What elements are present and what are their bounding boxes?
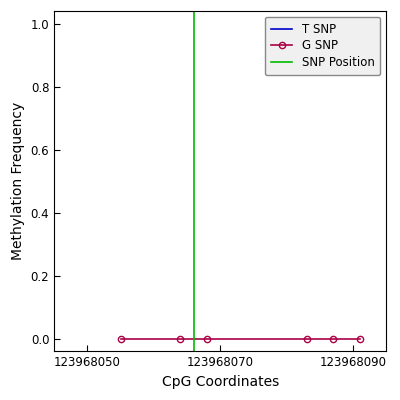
G SNP xyxy=(304,336,309,341)
Y-axis label: Methylation Frequency: Methylation Frequency xyxy=(11,102,25,260)
X-axis label: CpG Coordinates: CpG Coordinates xyxy=(162,375,279,389)
G SNP xyxy=(118,336,123,341)
Legend: T SNP, G SNP, SNP Position: T SNP, G SNP, SNP Position xyxy=(265,17,380,75)
G SNP xyxy=(204,336,209,341)
G SNP xyxy=(358,336,362,341)
Line: G SNP: G SNP xyxy=(118,336,363,342)
G SNP xyxy=(178,336,183,341)
G SNP xyxy=(331,336,336,341)
